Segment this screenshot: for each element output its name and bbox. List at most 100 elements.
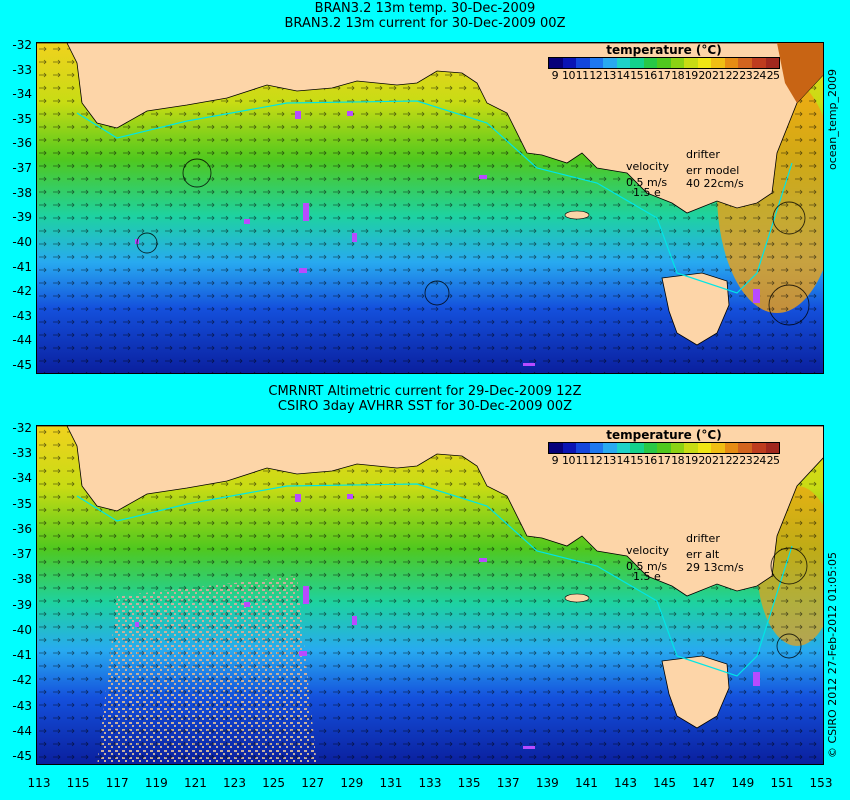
colorbar-swatch (738, 443, 752, 453)
colorbar-swatch (603, 58, 617, 68)
panel1-legend: temperature (°C) 9 10 11 12 13 14 15 16 17 18 19 20… (548, 43, 780, 82)
colorbar-swatch (657, 443, 671, 453)
panel2-drifters (135, 494, 760, 749)
colorbar-tick-label: 21 (712, 454, 725, 467)
colorbar-tick-label: 14 (616, 69, 630, 82)
y-tick-label: -42 (12, 673, 32, 688)
x-tick-label: 115 (66, 776, 90, 790)
panel1-australia-land (37, 43, 823, 214)
panel1-legend-title: temperature (°C) (606, 43, 722, 57)
panel1-drifter-label: drifter (686, 148, 720, 161)
colorbar-tick-label: 20 (698, 454, 712, 467)
colorbar-tick-label: 19 (684, 69, 698, 82)
y-tick-label: -39 (12, 597, 32, 612)
panel1-title-line1: BRAN3.2 13m temp. 30-Dec-2009 (314, 1, 536, 16)
y-tick-label: -37 (12, 161, 32, 176)
panel1-title-line2: BRAN3.2 13m current for 30-Dec-2009 00Z (284, 16, 566, 31)
y-tick-label: -34 (12, 471, 32, 486)
panel1-err-label: err model (686, 164, 740, 177)
colorbar-tick-label: 11 (575, 454, 589, 467)
colorbar-swatch (738, 58, 752, 68)
panel1-southeast-warm-land (777, 43, 823, 103)
colorbar-swatch (751, 58, 766, 68)
panel1-map[interactable] (36, 42, 824, 374)
x-tick-label: 131 (379, 776, 403, 790)
y-tick-label: -44 (12, 333, 32, 348)
x-tick-label: 137 (496, 776, 520, 790)
x-tick-label: 143 (614, 776, 637, 790)
panel2-australia-land (37, 426, 823, 597)
colorbar-swatch (616, 443, 631, 453)
panel2-velocity-scale: 0.5 m/s (626, 560, 668, 573)
panel2-legend-title: temperature (°C) (606, 428, 722, 442)
panel1-side-label: ocean_temp_2009 (826, 68, 839, 170)
colorbar-tick-label: 16 (643, 69, 657, 82)
panel2-kangaroo-island (564, 593, 590, 603)
panel2-legend: temperature (°C) 9 10 11 12 13 14 15 16 17 18 19 20… (548, 428, 780, 467)
y-tick-label: -33 (12, 446, 32, 461)
y-tick-label: -38 (12, 572, 32, 587)
colorbar-swatch (765, 58, 780, 68)
colorbar-tick-label: 17 (657, 69, 671, 82)
panel2-tasmania-land (661, 655, 730, 729)
x-tick-label: 125 (262, 776, 286, 790)
y-tick-label: -34 (12, 87, 32, 102)
panel1-drifters (135, 111, 760, 366)
colorbar-tick-label: 9 (551, 69, 559, 82)
panel2-colorbar (548, 442, 780, 454)
x-tick-label: 139 (535, 776, 559, 790)
colorbar-tick-label: 23 (739, 69, 753, 82)
y-tick-label: -37 (12, 547, 32, 562)
panel2-drifter-label: drifter (686, 532, 720, 545)
colorbar-tick-label: 14 (616, 454, 630, 467)
colorbar-swatch (549, 58, 563, 68)
colorbar-tick-label: 22 (725, 69, 739, 82)
x-tick-label: 133 (418, 776, 442, 790)
colorbar-tick-label: 23 (739, 454, 753, 467)
x-tick-label: 145 (653, 776, 677, 790)
colorbar-tick-label: 21 (712, 69, 725, 82)
colorbar-swatch (549, 443, 563, 453)
y-tick-label: -40 (12, 234, 32, 249)
panel2-eddies (770, 547, 808, 659)
colorbar-swatch (697, 58, 712, 68)
colorbar-tick-label: 22 (725, 454, 739, 467)
x-tick-label: 123 (223, 776, 246, 790)
panel2-velocity-scale2: 1.5 e (633, 570, 661, 583)
colorbar-tick-label: 19 (684, 454, 698, 467)
y-tick-label: -33 (12, 62, 32, 77)
x-tick-label: 113 (27, 776, 51, 790)
colorbar-swatch (724, 58, 739, 68)
colorbar-tick-label: 25 (766, 69, 780, 82)
colorbar-swatch (711, 58, 725, 68)
x-tick-label: 117 (105, 776, 129, 790)
colorbar-tick-label: 24 (752, 69, 766, 82)
colorbar-tick-label: 12 (589, 69, 603, 82)
panel1-velocity-scale2: 1.5 e (633, 186, 661, 199)
x-tick-label: 127 (301, 776, 325, 790)
colorbar-tick-label: 18 (671, 454, 685, 467)
x-tick-label: 129 (340, 776, 364, 790)
y-tick-label: -42 (12, 284, 32, 299)
colorbar-swatch (697, 443, 712, 453)
panel1-kangaroo-island (564, 210, 590, 220)
y-tick-label: -43 (12, 698, 32, 713)
colorbar-tick-label: 10 (561, 69, 575, 82)
colorbar-swatch (751, 443, 766, 453)
x-tick-label: 119 (144, 776, 168, 790)
colorbar-tick-label: 13 (602, 69, 616, 82)
colorbar-swatch (684, 58, 698, 68)
panel2-title-line2: CSIRO 3day AVHRR SST for 30-Dec-2009 00Z (277, 399, 573, 414)
panel2-shelf-contour (76, 483, 793, 677)
colorbar-tick-label: 18 (671, 69, 685, 82)
colorbar-tick-label: 20 (698, 69, 712, 82)
panel1-eddies (136, 158, 810, 326)
y-tick-label: -45 (12, 358, 32, 372)
x-tick-label: 141 (574, 776, 598, 790)
colorbar-tick-label: 17 (657, 454, 671, 467)
panel1-colorbar-labels: 9 10 11 12 13 14 15 16 17 18 19 20 21 22 23 24 25 (548, 69, 780, 82)
colorbar-tick-label: 12 (589, 454, 603, 467)
panel2-map[interactable] (36, 425, 824, 765)
colorbar-swatch (562, 443, 577, 453)
panel2-map-svg (37, 426, 823, 764)
